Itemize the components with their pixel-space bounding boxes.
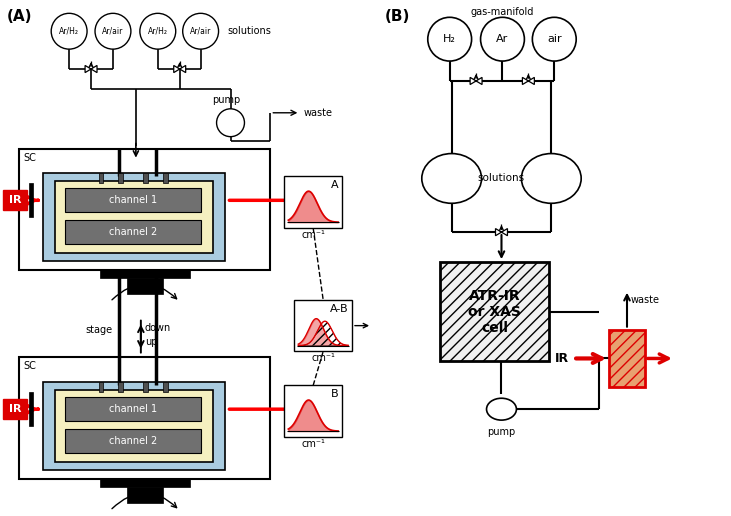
Text: waste: waste (303, 108, 332, 118)
Text: Ar: Ar (496, 34, 509, 44)
Circle shape (532, 18, 576, 61)
Text: pump: pump (213, 95, 240, 105)
Bar (19, 149, 270, 270)
Bar (55, 390, 213, 462)
Bar (284, 385, 342, 437)
Text: Ar/H₂: Ar/H₂ (148, 27, 168, 36)
Text: waste: waste (631, 295, 660, 305)
Circle shape (216, 109, 244, 137)
Polygon shape (496, 229, 501, 236)
Ellipse shape (422, 154, 482, 203)
Bar (65, 188, 200, 212)
Text: channel 2: channel 2 (109, 227, 157, 237)
Text: Ar/air: Ar/air (190, 27, 211, 36)
Text: A-B: A-B (330, 304, 348, 314)
Text: channel 1: channel 1 (109, 196, 157, 205)
Bar (43, 173, 224, 261)
Bar (55, 182, 213, 253)
Bar (65, 429, 200, 453)
Polygon shape (523, 77, 529, 85)
Text: cm⁻¹: cm⁻¹ (301, 439, 325, 449)
Polygon shape (85, 66, 91, 73)
Bar (143, 382, 148, 392)
Bar (440, 262, 549, 361)
Text: air: air (547, 34, 561, 44)
Circle shape (140, 13, 175, 49)
Text: Ar/air: Ar/air (102, 27, 124, 36)
Bar (29, 392, 34, 426)
Bar (99, 173, 104, 183)
Circle shape (183, 13, 219, 49)
Bar (4, 399, 27, 419)
Bar (43, 382, 224, 470)
Text: cm⁻¹: cm⁻¹ (311, 353, 335, 363)
Circle shape (51, 13, 87, 49)
Text: up: up (145, 336, 157, 347)
Bar (99, 382, 104, 392)
Polygon shape (180, 66, 186, 73)
Bar (118, 173, 124, 183)
Text: Ar/H₂: Ar/H₂ (59, 27, 79, 36)
Bar (163, 173, 168, 183)
Ellipse shape (487, 398, 516, 420)
Bar (100, 270, 189, 278)
Text: (A): (A) (7, 9, 32, 24)
Text: IR: IR (555, 352, 569, 365)
Bar (163, 382, 168, 392)
Text: (B): (B) (385, 9, 410, 24)
Circle shape (428, 18, 471, 61)
Text: SC: SC (23, 361, 36, 372)
Text: A: A (330, 181, 338, 190)
Polygon shape (529, 77, 534, 85)
Text: IR: IR (9, 404, 22, 414)
Bar (609, 330, 645, 388)
Polygon shape (91, 66, 97, 73)
Text: SC: SC (23, 153, 36, 163)
Bar (127, 278, 163, 294)
Text: channel 2: channel 2 (109, 436, 157, 446)
Polygon shape (501, 229, 507, 236)
Bar (65, 220, 200, 244)
Text: down: down (145, 322, 171, 333)
Bar (100, 479, 189, 487)
Bar (118, 382, 124, 392)
Bar (65, 397, 200, 421)
Bar (295, 300, 352, 351)
Text: H₂: H₂ (443, 34, 456, 44)
Bar (127, 487, 163, 503)
Text: channel 1: channel 1 (109, 404, 157, 414)
Text: solutions: solutions (478, 173, 525, 183)
Text: IR: IR (9, 196, 22, 205)
Polygon shape (476, 77, 482, 85)
Polygon shape (470, 77, 476, 85)
Circle shape (95, 13, 131, 49)
Text: ATR-IR
or XAS
cell: ATR-IR or XAS cell (468, 288, 521, 335)
Bar (4, 190, 27, 210)
Bar (284, 176, 342, 228)
Bar (143, 173, 148, 183)
Ellipse shape (521, 154, 581, 203)
Text: cm⁻¹: cm⁻¹ (301, 230, 325, 240)
Text: solutions: solutions (227, 26, 271, 36)
Text: pump: pump (488, 427, 515, 437)
Text: stage: stage (86, 325, 113, 334)
Text: gas-manifold: gas-manifold (470, 7, 534, 18)
Bar (19, 358, 270, 479)
Polygon shape (174, 66, 180, 73)
Circle shape (480, 18, 524, 61)
Bar (29, 183, 34, 217)
Text: B: B (330, 389, 338, 399)
